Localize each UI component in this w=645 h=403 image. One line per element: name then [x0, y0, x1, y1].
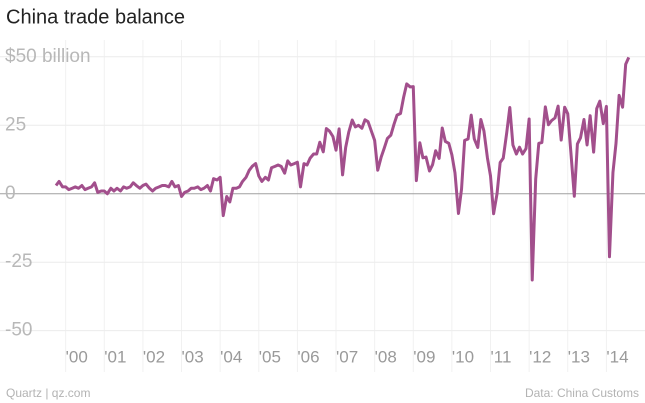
- x-tick-label: '04: [220, 347, 242, 366]
- x-tick-label: '08: [375, 347, 397, 366]
- x-tick-label: '05: [259, 347, 281, 366]
- data-line: [54, 56, 631, 282]
- y-tick-label: 25: [5, 114, 26, 135]
- y-tick-label: -25: [5, 251, 32, 272]
- y-tick-label: -50: [5, 320, 32, 341]
- source: Data: China Customs: [525, 386, 639, 400]
- x-tick-label: '14: [606, 347, 628, 366]
- chart-title: China trade balance: [6, 6, 185, 28]
- y-tick-label: $50 billion: [5, 46, 91, 67]
- x-tick-label: '12: [529, 347, 551, 366]
- y-tick-label: 0: [5, 183, 16, 204]
- x-tick-label: '09: [413, 347, 435, 366]
- x-tick-label: '11: [491, 347, 512, 366]
- x-tick-label: '02: [143, 347, 165, 366]
- x-tick-label: '06: [297, 347, 319, 366]
- x-tick-label: '01: [104, 347, 126, 366]
- x-tick-label: '07: [336, 347, 358, 366]
- x-tick-label: '00: [66, 347, 88, 366]
- x-tick-label: '13: [568, 347, 590, 366]
- credit: Quartz | qz.com: [6, 386, 90, 400]
- x-tick-label: '03: [182, 347, 204, 366]
- x-tick-label: '10: [452, 347, 474, 366]
